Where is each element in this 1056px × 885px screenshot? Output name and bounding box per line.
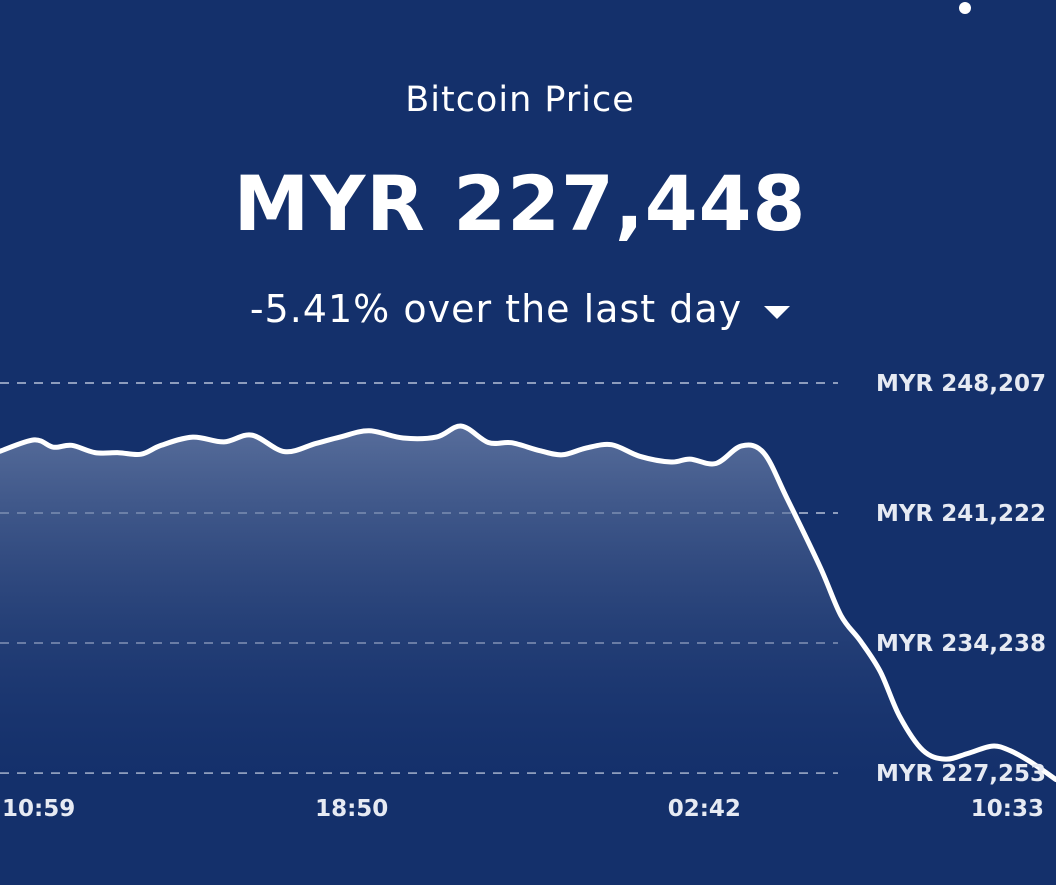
status-dot [959,2,971,14]
period-change-dropdown[interactable]: -5.41% over the last day [0,284,1040,334]
x-tick-label: 10:59 [2,796,75,822]
price-area [0,426,1056,780]
period-change-label: -5.41% over the last day [249,287,743,331]
y-axis-labels: MYR 248,207 MYR 241,222 MYR 234,238 MYR 227… [876,371,1046,787]
x-tick-label: 18:50 [315,796,388,822]
y-tick-label: MYR 248,207 [876,371,1046,397]
x-tick-label: 10:33 [971,796,1044,822]
x-axis-labels: 10:59 18:50 02:42 10:33 [2,796,1044,822]
y-tick-label: MYR 227,253 [876,761,1046,787]
y-tick-label: MYR 234,238 [876,631,1046,657]
page-title: Bitcoin Price [405,80,635,120]
caret-down-icon [764,305,791,319]
y-tick-label: MYR 241,222 [876,501,1046,527]
current-price: MYR 227,448 [233,159,807,248]
price-line [0,423,1056,783]
x-tick-label: 02:42 [668,796,741,822]
